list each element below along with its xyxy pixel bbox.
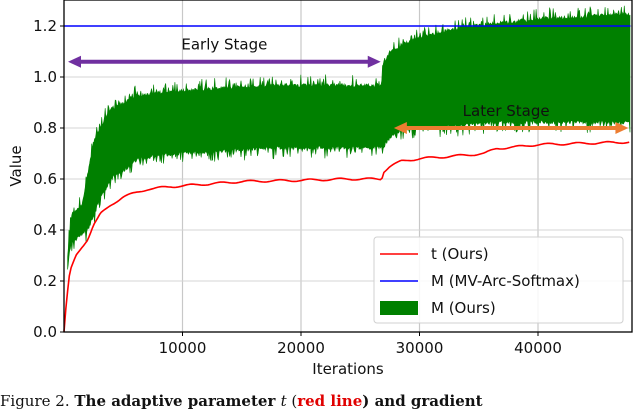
early-stage-arrow-right-icon [367,55,381,68]
x-axis-ticks: 10000 20000 30000 40000 [159,332,562,357]
caption-variable: t [280,392,287,410]
figure-caption: Figure 2. The adaptive parameter t (red … [0,392,640,410]
y-tick-label: 0.8 [33,119,57,137]
stage-annotations: Early Stage Later Stage [68,36,629,134]
legend-label: M (Ours) [431,299,496,317]
caption-open: ( [286,392,298,410]
x-tick-label: 30000 [396,339,444,357]
y-tick-label: 1.2 [33,17,57,35]
y-axis-label: Value [7,145,25,186]
series-lines [63,25,631,333]
x-tick-label: 10000 [159,339,207,357]
early-stage-label: Early Stage [181,36,267,54]
y-tick-label: 1.0 [33,68,57,86]
y-axis-ticks: 0.0 0.2 0.4 0.6 0.8 1.0 1.2 [33,17,64,341]
y-tick-label: 0.4 [33,221,57,239]
y-tick-label: 0.0 [33,323,57,341]
y-tick-label: 0.2 [33,272,57,290]
legend-label: M (MV-Arc-Softmax) [431,272,580,290]
later-stage-arrow-left-icon [393,122,407,134]
later-stage-label: Later Stage [463,102,550,120]
m-ours-fill [67,5,631,270]
legend: t (Ours) M (MV-Arc-Softmax) M (Ours) [373,236,624,324]
legend-label: t (Ours) [431,245,489,263]
m-ours-band [67,5,631,270]
x-tick-label: 40000 [514,339,562,357]
caption-red-line: red line [297,392,363,410]
caption-suffix: ) and gradient [362,392,483,410]
legend-box [373,236,624,324]
x-axis-label: Iterations [312,360,384,378]
y-tick-label: 0.6 [33,170,57,188]
x-tick-label: 20000 [277,339,325,357]
early-stage-arrow-left-icon [68,55,81,68]
caption-bold: The adaptive parameter [74,392,281,410]
chart: Early Stage Later Stage 10000 20000 30000 40… [7,0,633,378]
later-stage-arrow-right-icon [615,122,629,134]
plot-frame [63,0,633,333]
legend-swatch-m-ours [380,301,418,315]
caption-prefix: Figure 2. [0,392,75,410]
t-ours-line [63,140,630,333]
